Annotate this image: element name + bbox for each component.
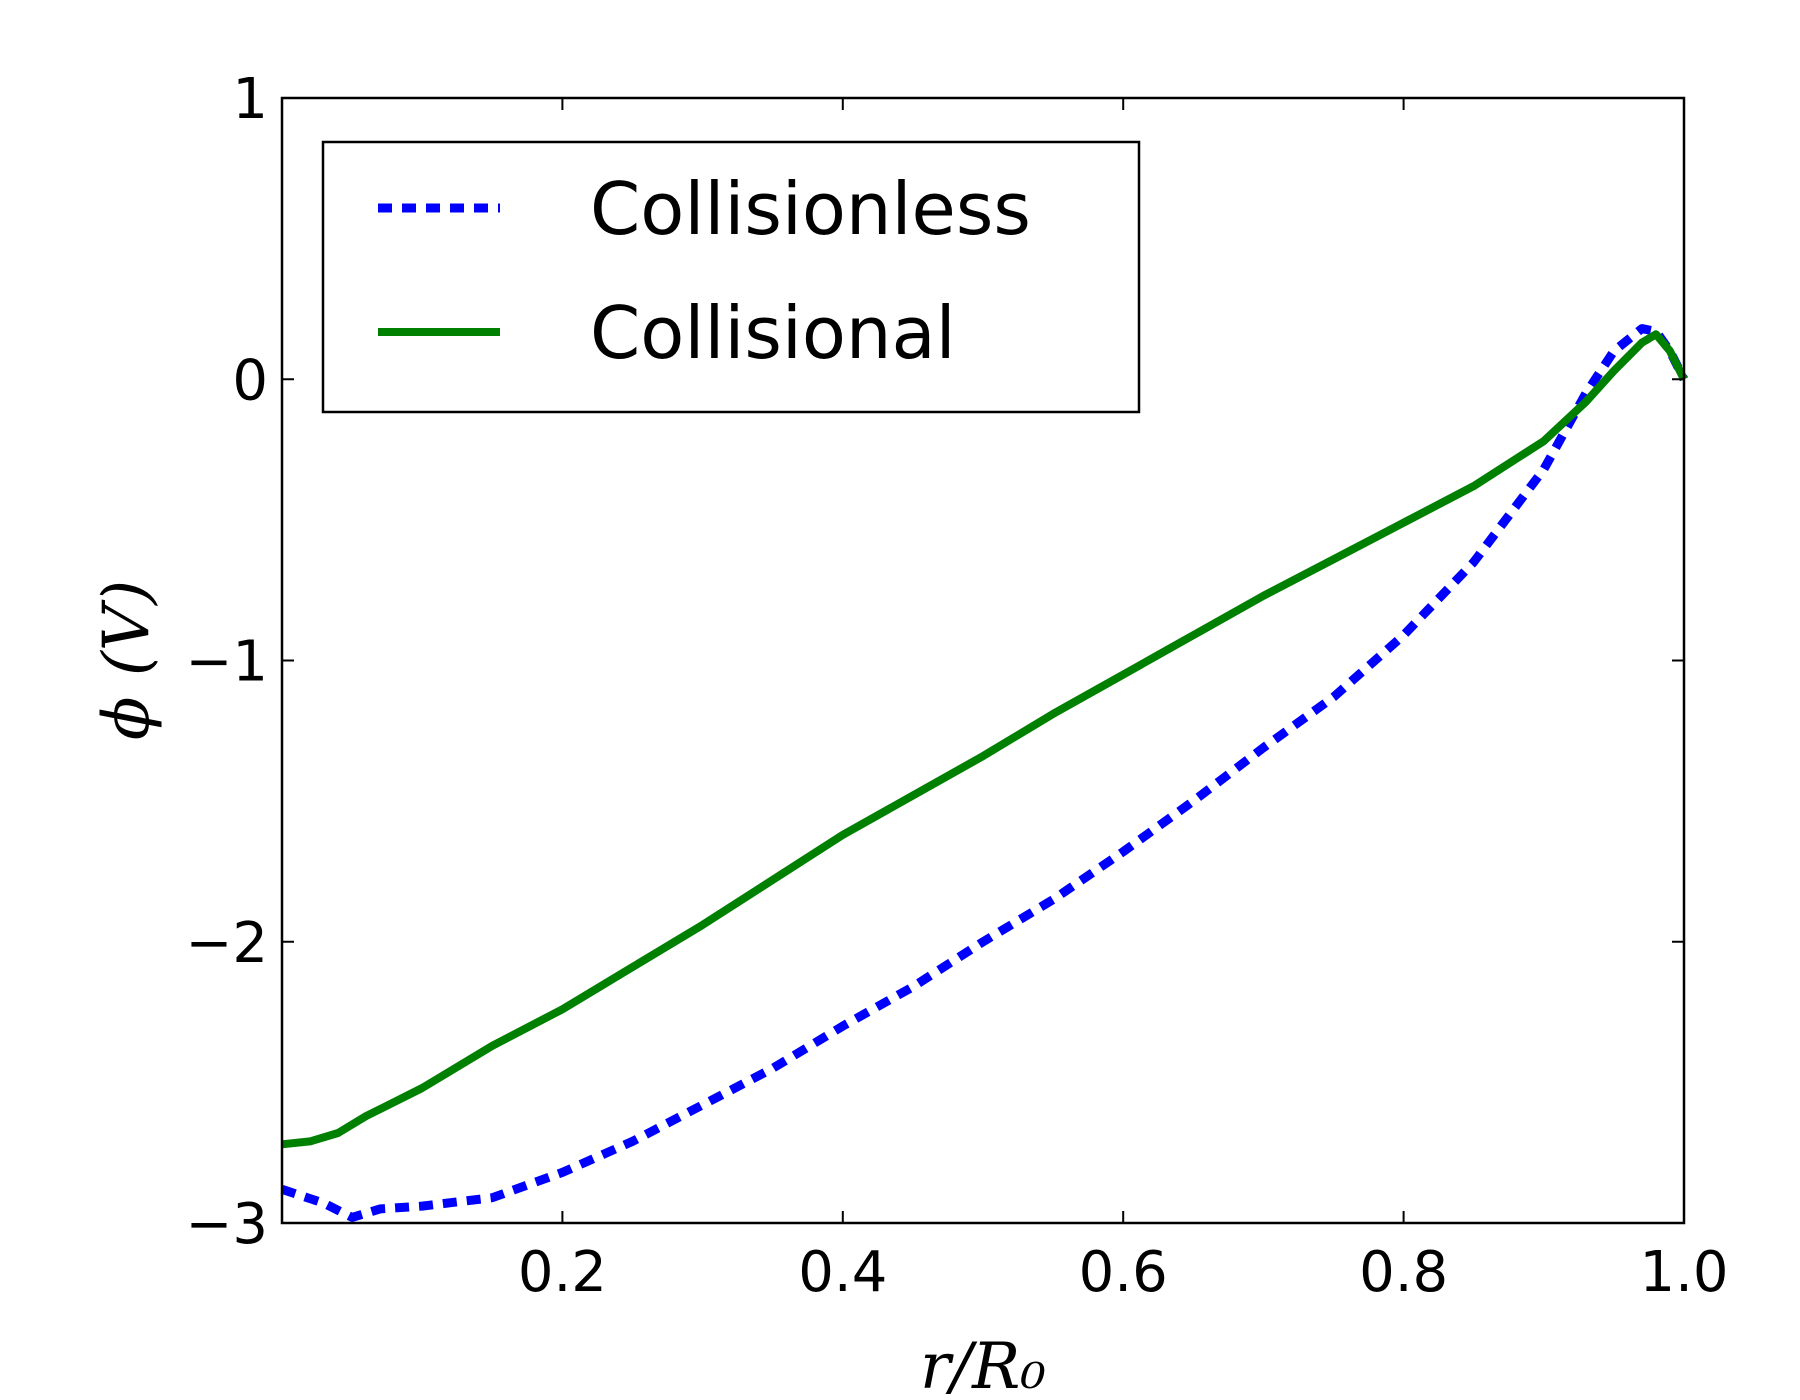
y-axis-label: ϕ (V) — [90, 580, 164, 740]
x-tick-label: 0.2 — [518, 1240, 607, 1305]
series-layer — [280, 324, 1689, 1222]
legend-label-collisionless: Collisionless — [590, 167, 1031, 251]
y-tick-label: 0 — [232, 348, 268, 413]
y-tick-label: −3 — [185, 1192, 268, 1257]
series-line-collisional — [281, 330, 1688, 1149]
x-tick-label: 0.8 — [1359, 1240, 1448, 1305]
series-line-collisionless — [280, 324, 1689, 1222]
x-tick-label: 1.0 — [1639, 1240, 1728, 1305]
ticks-layer: 0.2 0.4 0.6 0.8 1.0 1 0 −1 −2 −3 — [185, 67, 1728, 1305]
x-tick-label: 0.6 — [1079, 1240, 1168, 1305]
legend-label-collisional: Collisional — [590, 291, 956, 375]
x-axis-label: r/R₀ — [920, 1330, 1046, 1400]
legend: Collisionless Collisional — [321, 140, 1141, 414]
y-tick-label: 1 — [232, 67, 268, 132]
x-tick-label: 0.4 — [798, 1240, 887, 1305]
legend-box — [321, 140, 1141, 414]
y-tick-label: −1 — [185, 630, 268, 695]
y-tick-label: −2 — [185, 911, 268, 976]
